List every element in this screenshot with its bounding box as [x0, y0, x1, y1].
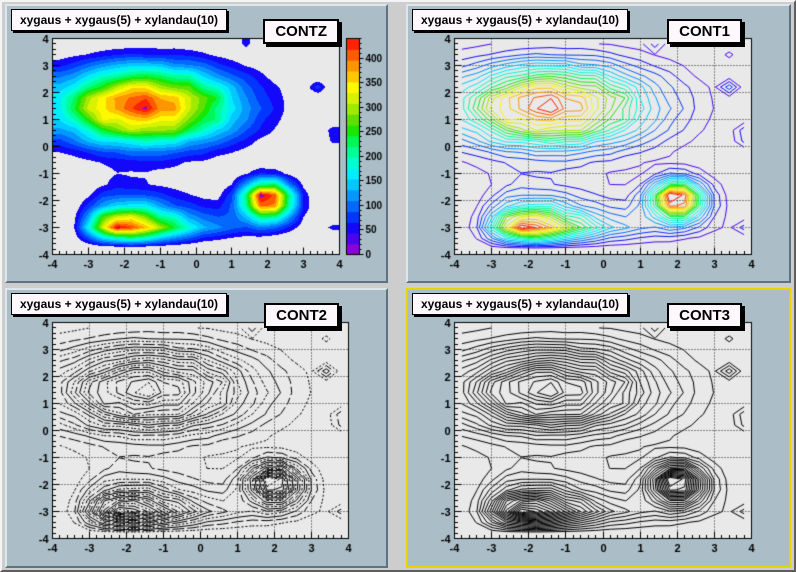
pad-cont2[interactable]: xygaus + xygaus(5) + xylandau(10) CONT2 — [5, 288, 388, 568]
histogram-title-box[interactable]: xygaus + xygaus(5) + xylandau(10) — [11, 9, 227, 31]
draw-option-label-contz[interactable]: CONTZ — [263, 19, 339, 44]
pad-cont1[interactable]: xygaus + xygaus(5) + xylandau(10) CONT1 — [406, 4, 791, 283]
cont2-plot-canvas[interactable] — [7, 290, 386, 566]
contz-plot-canvas[interactable] — [7, 6, 386, 281]
draw-option-label-cont3[interactable]: CONT3 — [667, 303, 742, 328]
histogram-title-box[interactable]: xygaus + xygaus(5) + xylandau(10) — [11, 293, 227, 315]
draw-option-label-cont1[interactable]: CONT1 — [667, 19, 742, 44]
draw-option-label-cont2[interactable]: CONT2 — [264, 303, 339, 328]
pad-cont3-selected[interactable]: xygaus + xygaus(5) + xylandau(10) CONT3 — [406, 288, 791, 568]
cont3-plot-canvas[interactable] — [408, 290, 789, 566]
histogram-title-box[interactable]: xygaus + xygaus(5) + xylandau(10) — [412, 9, 628, 31]
pad-contz[interactable]: xygaus + xygaus(5) + xylandau(10) CONTZ — [5, 4, 388, 283]
histogram-title-box[interactable]: xygaus + xygaus(5) + xylandau(10) — [412, 293, 628, 315]
cont1-plot-canvas[interactable] — [408, 6, 789, 281]
